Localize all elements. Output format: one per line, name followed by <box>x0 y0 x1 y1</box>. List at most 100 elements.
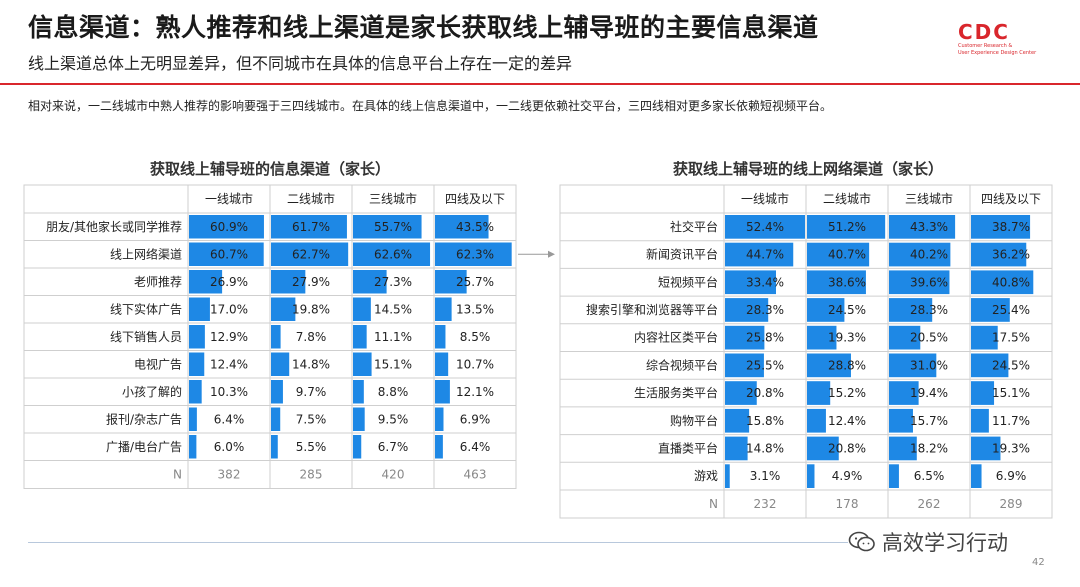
chart-1-data-label: 7.8% <box>296 330 327 344</box>
chart-1-bar <box>189 352 205 376</box>
chart-1-n-label: N <box>173 468 182 482</box>
chart-2-bar <box>971 464 982 488</box>
chart-1-data-label: 6.7% <box>378 440 409 454</box>
chart-1-bar <box>353 380 364 404</box>
chart-1-col-header: 一线城市 <box>205 191 253 206</box>
chart-1-data-label: 7.5% <box>296 412 327 426</box>
chart-2-bar <box>889 298 933 322</box>
chart-2-bar <box>889 242 951 267</box>
chart-2-bar <box>725 436 748 461</box>
chart-1-data-label: 11.1% <box>374 330 412 344</box>
chart-1-bar <box>435 297 452 321</box>
chart-2-row-label: 游戏 <box>694 469 718 483</box>
chart-1-bar <box>189 270 223 294</box>
chart-1-n-value: 463 <box>464 468 487 482</box>
chart-1-data-label: 61.7% <box>292 220 330 234</box>
chart-2-data-label: 6.9% <box>996 469 1027 483</box>
chart-1-data-label: 15.1% <box>374 357 412 371</box>
chart-2-n-label: N <box>709 497 718 511</box>
chart-2-bar <box>725 464 730 488</box>
chart-1-data-label: 62.7% <box>292 247 330 261</box>
chart-1-data-label: 14.8% <box>292 357 330 371</box>
chart-2-bar <box>971 270 1034 295</box>
chart-2-data-label: 25.5% <box>746 358 784 372</box>
chart-2-data-label: 14.8% <box>746 441 784 455</box>
chart-2-data-label: 44.7% <box>746 248 784 262</box>
chart-1-data-label: 43.5% <box>456 220 494 234</box>
chart-1-bar <box>353 215 422 239</box>
chart-2-bar <box>807 270 866 295</box>
chart-1-bar <box>353 297 371 321</box>
chart-2-data-label: 28.8% <box>828 358 866 372</box>
chart-1-bar <box>271 352 290 376</box>
chart-2-data-label: 4.9% <box>832 469 863 483</box>
chart-1-data-label: 5.5% <box>296 440 327 454</box>
chart-1-data-label: 8.8% <box>378 385 409 399</box>
chart-2-row-label: 内容社区类平台 <box>634 330 718 345</box>
chart-1-bar <box>435 215 489 239</box>
chart-1-data-label: 9.7% <box>296 385 327 399</box>
chart-1-data-label: 25.7% <box>456 275 494 289</box>
chart-2-row-label: 购物平台 <box>670 413 718 428</box>
chart-2-data-label: 31.0% <box>910 358 948 372</box>
chart-1-data-label: 55.7% <box>374 220 412 234</box>
chart-2-data-label: 33.4% <box>746 275 784 289</box>
chart-2-col-header: 三线城市 <box>905 191 953 206</box>
chart-1-data-label: 6.4% <box>214 412 245 426</box>
chart-1-data-label: 6.0% <box>214 440 245 454</box>
chart-1-row-label: 报刊/杂志广告 <box>106 411 182 426</box>
chart-2-data-label: 20.5% <box>910 331 948 345</box>
chart-2-data-label: 19.3% <box>992 441 1030 455</box>
chart-1-row-label: 小孩了解的 <box>122 384 182 399</box>
chart-1-bar <box>353 242 431 266</box>
chart-2-data-label: 6.5% <box>914 469 945 483</box>
chart-2-n-value: 232 <box>754 497 777 511</box>
chart-1-bar <box>189 297 210 321</box>
chart-2-bar <box>889 381 919 405</box>
chart-1-title: 获取线上辅导班的信息渠道（家长） <box>149 160 390 178</box>
chart-2-bar <box>889 436 917 461</box>
description-text: 相对来说，一二线城市中熟人推荐的影响要强于三四线城市。在具体的线上信息渠道中，一… <box>28 99 833 113</box>
chart-1-bar <box>271 270 306 294</box>
chart-1-bar <box>189 435 197 459</box>
chart-2-bar <box>807 436 839 461</box>
chart-2-data-label: 40.7% <box>828 248 866 262</box>
chart-1-bar <box>435 270 467 294</box>
chart-1-data-label: 8.5% <box>460 330 491 344</box>
chart-2-row-label: 综合视频平台 <box>646 357 718 372</box>
chart-2-data-label: 20.8% <box>828 441 866 455</box>
chart-2-bar <box>889 215 956 239</box>
chart-2-title: 获取线上辅导班的线上网络渠道（家长） <box>672 160 943 178</box>
chart-1-bar <box>189 215 264 239</box>
chart-2-data-label: 36.2% <box>992 248 1030 262</box>
chart-1-data-label: 27.3% <box>374 275 412 289</box>
chart-2-data-label: 28.3% <box>910 303 948 317</box>
chart-2-row-label: 短视频平台 <box>658 274 718 289</box>
chart-2-bar <box>807 353 851 378</box>
chart-2-data-label: 15.1% <box>992 386 1030 400</box>
logo-text: CDC <box>958 20 1010 44</box>
chart-2-col-header: 二线城市 <box>823 191 871 206</box>
chart-1-data-label: 26.9% <box>210 275 248 289</box>
chart-2-data-label: 17.5% <box>992 331 1030 345</box>
chart-1-data-label: 60.7% <box>210 247 248 261</box>
chart-2-bar <box>725 381 757 405</box>
chart-2-data-label: 25.8% <box>746 331 784 345</box>
chart-1-row-label: 线下销售人员 <box>110 329 182 344</box>
chart-2-bar <box>807 325 837 350</box>
chart-2-data-label: 40.2% <box>910 248 948 262</box>
chart-2-bar <box>807 408 826 433</box>
chart-1-data-label: 14.5% <box>374 302 412 316</box>
footer-divider <box>28 542 848 543</box>
chart-1-n-value: 382 <box>218 468 241 482</box>
header-divider <box>0 83 1080 85</box>
chart-2-bar <box>971 353 1009 378</box>
logo-subtext-1: Customer Research & <box>958 43 1013 49</box>
chart-1-bar <box>435 407 444 431</box>
chart-1-n-value: 285 <box>300 468 323 482</box>
chart-1-bar <box>435 435 443 459</box>
chart-2-data-label: 15.8% <box>746 414 784 428</box>
chart-2-row-label: 生活服务类平台 <box>634 385 718 400</box>
chart-2-n-value: 178 <box>836 497 859 511</box>
